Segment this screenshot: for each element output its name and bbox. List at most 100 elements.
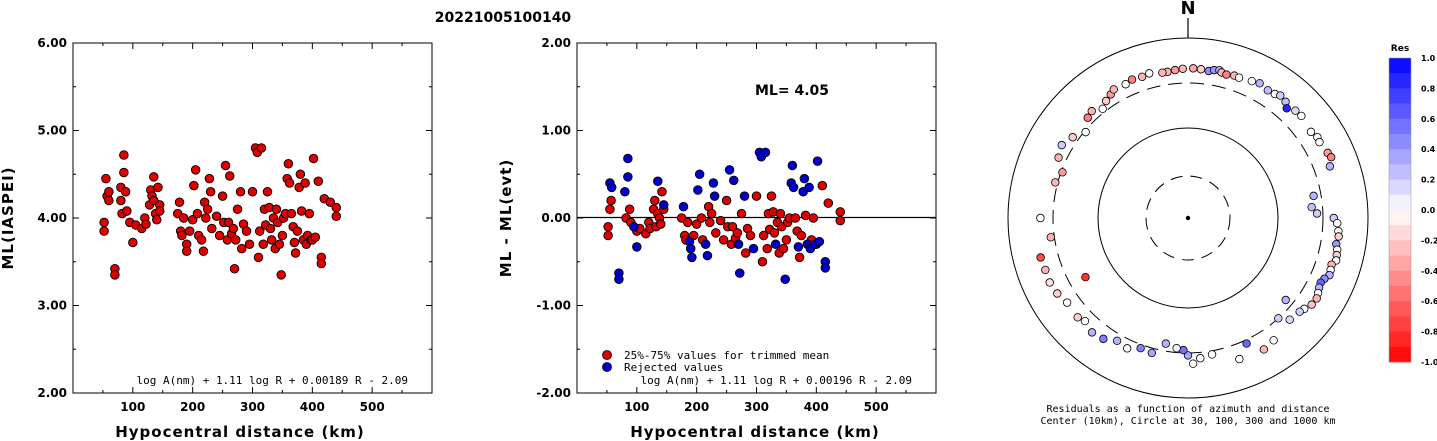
plot2-ylabel: ML - ML(evt) bbox=[497, 159, 515, 277]
plot2-points bbox=[603, 147, 846, 285]
data-point bbox=[316, 258, 327, 269]
legend-accepted-marker bbox=[602, 350, 612, 360]
colorbar-tick-label: -0.6 bbox=[1421, 297, 1437, 306]
station-point bbox=[1259, 345, 1269, 354]
plot1-ytick-label: 2.00 bbox=[37, 386, 67, 400]
plot2-xtick-label: 200 bbox=[684, 400, 709, 414]
data-point bbox=[99, 226, 109, 236]
data-point bbox=[308, 153, 319, 164]
accepted-point bbox=[657, 186, 667, 197]
accepted-point bbox=[732, 228, 743, 238]
plot2-ytick-label: -1.00 bbox=[536, 299, 571, 313]
data-point bbox=[104, 186, 114, 197]
accepted-point bbox=[705, 217, 715, 228]
polar-points bbox=[1036, 64, 1343, 368]
accepted-point bbox=[718, 235, 729, 245]
colorbar-cell bbox=[1389, 179, 1411, 196]
rejected-point bbox=[770, 239, 781, 249]
accepted-point bbox=[794, 252, 805, 263]
data-point bbox=[141, 219, 151, 229]
rejected-point bbox=[729, 175, 739, 186]
station-point bbox=[1326, 153, 1336, 162]
data-point bbox=[207, 223, 217, 234]
accepted-point bbox=[727, 221, 738, 232]
data-point bbox=[181, 246, 192, 256]
accepted-point bbox=[745, 230, 756, 241]
plot1-formula: log A(nm) + 1.11 log R + 0.00189 R - 2.0… bbox=[136, 374, 408, 387]
accepted-point bbox=[740, 248, 751, 258]
accepted-point bbox=[766, 191, 777, 201]
outer-circle bbox=[1007, 37, 1369, 399]
station-point bbox=[1147, 348, 1157, 358]
data-point bbox=[292, 226, 303, 236]
data-point bbox=[204, 173, 215, 184]
colorbar-cell bbox=[1389, 118, 1411, 135]
station-point bbox=[1121, 80, 1130, 89]
station-point bbox=[1127, 75, 1137, 84]
rejected-point bbox=[629, 221, 639, 232]
colorbar-cell bbox=[1389, 73, 1411, 89]
data-point bbox=[296, 206, 307, 216]
ring-100km bbox=[1145, 175, 1231, 261]
station-point bbox=[1263, 86, 1272, 95]
station-point bbox=[1285, 315, 1294, 324]
plot2-formula: log A(nm) + 1.11 log R + 0.00196 R - 2.0… bbox=[640, 374, 912, 387]
rejected-point bbox=[760, 147, 771, 158]
data-point bbox=[101, 173, 111, 184]
accepted-point bbox=[808, 213, 819, 223]
station-point bbox=[1306, 127, 1316, 137]
rejected-point bbox=[693, 185, 703, 195]
data-point bbox=[241, 226, 252, 236]
accepted-point bbox=[757, 257, 768, 267]
rejected-point bbox=[733, 239, 744, 249]
plot1-ytick-label: 6.00 bbox=[37, 36, 67, 50]
accepted-point bbox=[769, 228, 780, 238]
station-point bbox=[1255, 79, 1264, 88]
station-point bbox=[1222, 70, 1231, 79]
data-point bbox=[244, 239, 255, 249]
plot1-xtick-label: 400 bbox=[300, 400, 325, 414]
data-point bbox=[230, 235, 241, 245]
colorbar-tick-label: 1.0 bbox=[1421, 54, 1436, 63]
legend-accepted-label: 25%-75% values for trimmed mean bbox=[624, 349, 829, 362]
station-point bbox=[1054, 153, 1063, 162]
plot2-xlabel: Hypocentral distance (km) bbox=[630, 423, 880, 441]
rejected-point bbox=[804, 182, 814, 193]
colorbar-tick-label: 0.0 bbox=[1421, 206, 1436, 215]
rejected-point bbox=[614, 274, 624, 285]
data-point bbox=[310, 232, 321, 242]
colorbar-tick-label: 0.4 bbox=[1421, 145, 1436, 154]
data-point bbox=[202, 204, 213, 214]
station-point bbox=[1145, 69, 1154, 78]
colorbar-cell bbox=[1389, 240, 1411, 257]
colorbar-cell bbox=[1389, 134, 1411, 150]
data-point bbox=[313, 176, 324, 186]
station-point bbox=[1058, 168, 1067, 177]
data-point bbox=[187, 214, 198, 225]
data-point bbox=[155, 206, 165, 216]
panel-azimuth: N Residuals as a function of azimuth and… bbox=[1007, 0, 1369, 427]
rejected-point bbox=[820, 263, 831, 273]
rejected-point bbox=[700, 239, 711, 249]
rejected-point bbox=[620, 186, 630, 197]
accepted-point bbox=[696, 213, 707, 223]
data-point bbox=[153, 182, 163, 193]
plot1-ylabel: ML(IASPEI) bbox=[0, 166, 17, 269]
data-point bbox=[177, 230, 187, 241]
station-point bbox=[1247, 76, 1257, 86]
panel-ml-residual: 100 200 300 400 500 -2.00 -1.00 0.00 1.00 2.00 ML… bbox=[497, 36, 937, 441]
data-point bbox=[286, 208, 297, 219]
colorbar-cell bbox=[1389, 301, 1411, 317]
rejected-point bbox=[632, 242, 642, 252]
colorbar-tick-label: 0.8 bbox=[1421, 84, 1436, 93]
rejected-point bbox=[708, 178, 719, 188]
station-point bbox=[1274, 314, 1283, 323]
station-point bbox=[1178, 64, 1187, 73]
station-point bbox=[1242, 339, 1251, 348]
station-point bbox=[1196, 354, 1205, 363]
polar-caption-1: Residuals as a function of azimuth and d… bbox=[1047, 404, 1330, 415]
station-point bbox=[1325, 162, 1335, 171]
epicenter-dot bbox=[1185, 215, 1191, 221]
station-point bbox=[1101, 96, 1111, 106]
